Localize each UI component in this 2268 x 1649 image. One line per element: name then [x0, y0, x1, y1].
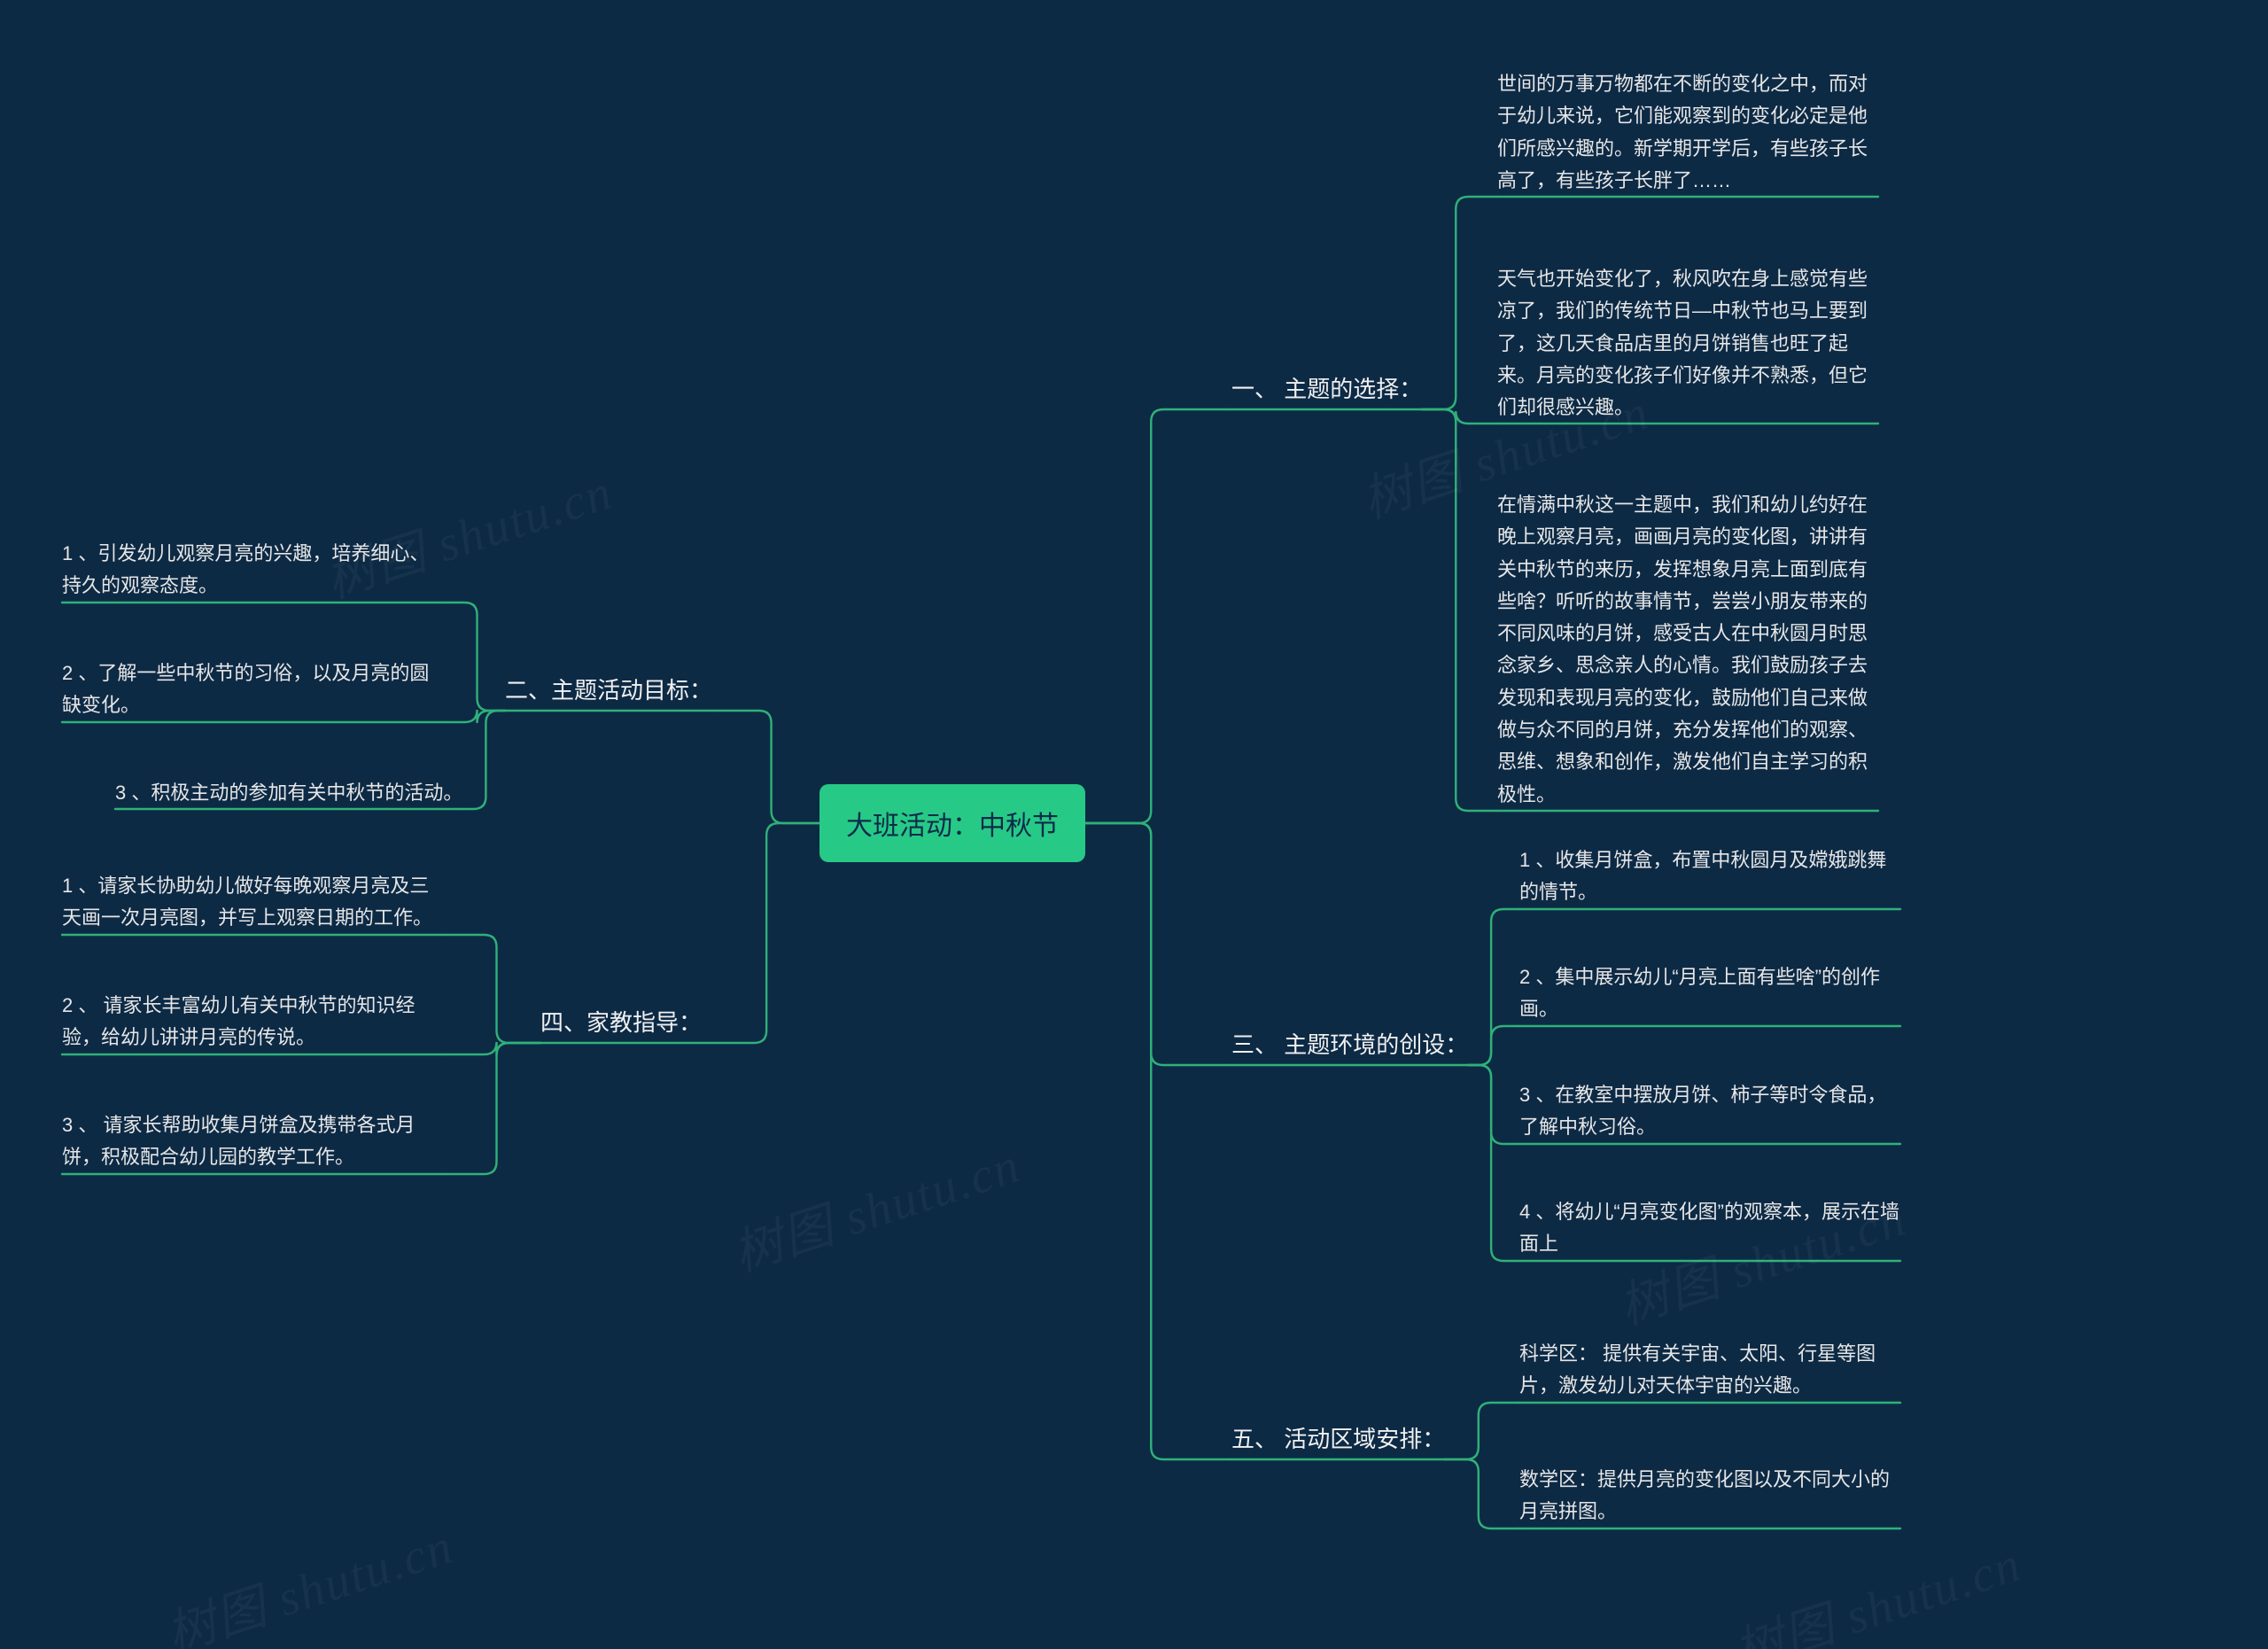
leaf-r5b: 数学区：提供月亮的变化图以及不同大小的月亮拼图。 — [1519, 1464, 1900, 1528]
leaf-r3c: 3 、在教室中摆放月饼、柿子等时令食品，了解中秋习俗。 — [1519, 1079, 1900, 1144]
branch-r5: 五、 活动区域安排： — [1231, 1416, 1445, 1459]
branch-l4: 四、家教指导： — [540, 1000, 702, 1043]
leaf-r5a: 科学区： 提供有关宇宙、太阳、行星等图片，激发幼儿对天体宇宙的兴趣。 — [1519, 1338, 1900, 1403]
mindmap-stage: 树图 shutu.cn树图 shutu.cn树图 shutu.cn树图 shut… — [0, 0, 2268, 1649]
root-node: 大班活动：中秋节 — [819, 784, 1085, 862]
branch-r1: 一、 主题的选择： — [1231, 366, 1422, 409]
leaf-l4c: 3 、 请家长帮助收集月饼盒及携带各式月饼，积极配合幼儿园的教学工作。 — [62, 1109, 443, 1174]
leaf-r3b: 2 、集中展示幼儿“月亮上面有些啥”的创作画。 — [1519, 961, 1900, 1026]
branch-l2: 二、主题活动目标： — [505, 667, 712, 711]
leaf-l4b: 2 、 请家长丰富幼儿有关中秋节的知识经验，给幼儿讲讲月亮的传说。 — [62, 990, 443, 1054]
leaf-l2a: 1 、引发幼儿观察月亮的兴趣，培养细心、持久的观察态度。 — [62, 538, 443, 603]
leaf-r3a: 1 、收集月饼盒，布置中秋圆月及嫦娥跳舞的情节。 — [1519, 844, 1900, 909]
connector-layer — [0, 0, 2268, 1649]
leaf-l2c: 3 、积极主动的参加有关中秋节的活动。 — [115, 777, 462, 809]
watermark: 树图 shutu.cn — [1724, 1524, 2030, 1649]
leaf-l4a: 1 、请家长协助幼儿做好每晚观察月亮及三天画一次月亮图，并写上观察日期的工作。 — [62, 870, 443, 935]
watermark: 树图 shutu.cn — [156, 1506, 462, 1649]
branch-r3: 三、 主题环境的创设： — [1231, 1022, 1468, 1065]
leaf-r3d: 4 、将幼儿“月亮变化图”的观察本，展示在墙面上 — [1519, 1196, 1900, 1261]
leaf-r1c: 在情满中秋这一主题中，我们和幼儿约好在晚上观察月亮，画画月亮的变化图，讲讲有关中… — [1497, 489, 1878, 811]
leaf-r1a: 世间的万事万物都在不断的变化之中，而对于幼儿来说，它们能观察到的变化必定是他们所… — [1497, 68, 1878, 197]
leaf-r1b: 天气也开始变化了，秋风吹在身上感觉有些凉了，我们的传统节日—中秋节也马上要到了，… — [1497, 263, 1878, 424]
watermark: 树图 shutu.cn — [723, 1125, 1029, 1286]
leaf-l2b: 2 、了解一些中秋节的习俗，以及月亮的圆缺变化。 — [62, 657, 443, 722]
